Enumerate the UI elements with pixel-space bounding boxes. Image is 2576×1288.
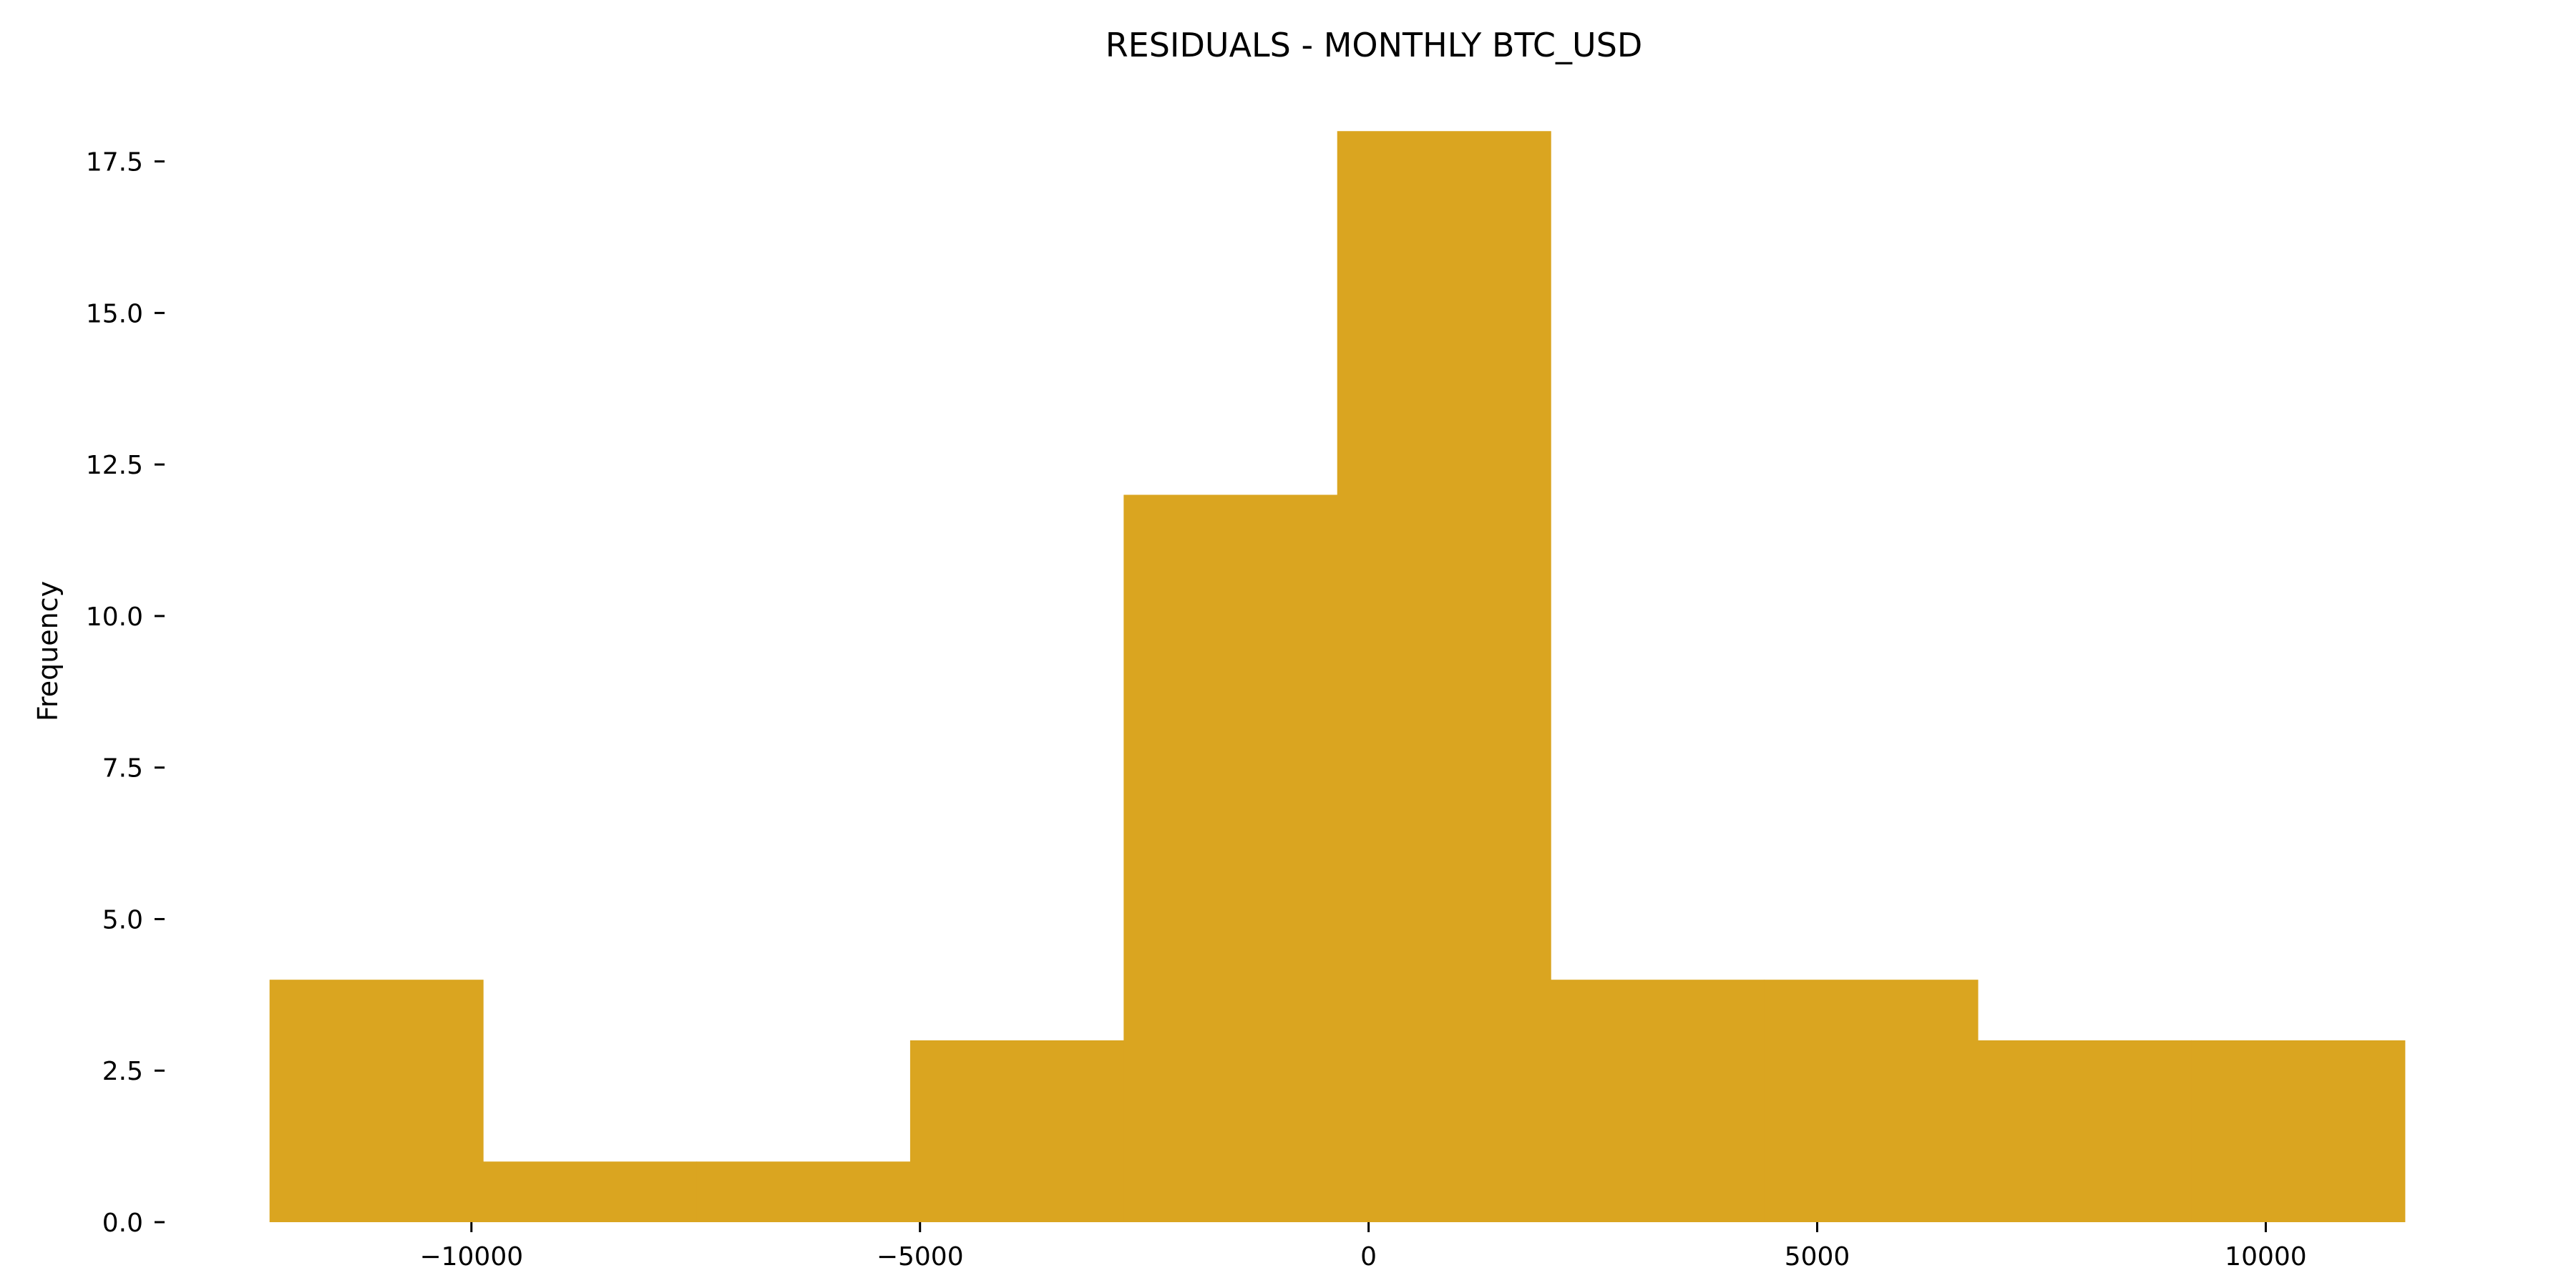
y-tick-label: 7.5: [102, 754, 143, 784]
y-tick-label: 0.0: [102, 1209, 143, 1238]
x-tick-label: 0: [1360, 1242, 1377, 1272]
chart-title: RESIDUALS - MONTHLY BTC_USD: [1106, 26, 1643, 64]
y-tick-label: 15.0: [86, 299, 143, 328]
histogram-bar: [909, 1040, 1124, 1222]
y-tick-label: 5.0: [102, 905, 143, 935]
histogram-bar: [1977, 1040, 2192, 1222]
histogram-bar: [269, 980, 484, 1222]
x-tick-label: −5000: [877, 1242, 964, 1272]
x-axis-ticks: −10000 −5000 0 5000 10000: [419, 1222, 2307, 1272]
histogram-bar: [1123, 494, 1338, 1222]
x-tick-label: −10000: [419, 1242, 523, 1272]
x-tick-label: 5000: [1785, 1242, 1850, 1272]
y-tick-label: 2.5: [102, 1057, 143, 1086]
y-tick-label: 12.5: [86, 451, 143, 480]
histogram-bar: [1337, 131, 1551, 1223]
y-axis-label: Frequency: [32, 581, 64, 721]
histogram-bar: [1764, 980, 1979, 1222]
histogram-bar: [2191, 1040, 2406, 1222]
y-tick-label: 10.0: [86, 602, 143, 632]
histogram-bars: [269, 131, 2406, 1223]
y-tick-label: 17.5: [86, 148, 143, 177]
x-tick-label: 10000: [2225, 1242, 2307, 1272]
histogram-bar: [696, 1161, 911, 1222]
y-axis-ticks: 0.0 2.5 5.0 7.5 10.0 12.5 15.0 17.5: [86, 148, 165, 1238]
histogram-bar: [1551, 980, 1765, 1222]
histogram-bar: [483, 1161, 698, 1222]
